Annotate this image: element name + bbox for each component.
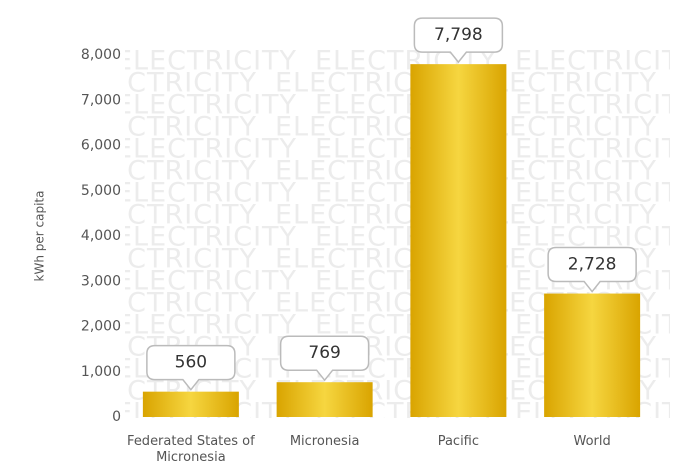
y-axis-label: kWh per capita	[33, 191, 47, 282]
watermark-text: ELECTRICITY	[515, 134, 692, 165]
watermark-text: ELECTRICITY	[75, 68, 257, 99]
watermark-text: ELECTRICITY	[115, 134, 297, 165]
watermark-text: ELECTRICITY	[115, 46, 297, 77]
value-label: 769	[308, 343, 340, 363]
y-tick-label: 6,000	[81, 138, 121, 154]
value-label: 7,798	[434, 25, 483, 45]
callout-bubble	[413, 17, 504, 64]
watermark-text: ELECTRICITY	[75, 112, 257, 143]
x-tick-label: Micronesia	[289, 434, 360, 449]
value-label: 560	[175, 353, 207, 373]
watermark-text: ELECTRICITY	[75, 244, 257, 275]
bar	[410, 64, 507, 417]
watermark-text: ELECTRICITY	[515, 90, 692, 121]
callout-bubble	[279, 335, 370, 382]
y-tick-label: 8,000	[81, 47, 121, 63]
y-tick-label: 2,000	[81, 319, 121, 335]
callout-bubble	[146, 344, 236, 391]
watermark-text: ELECTRICITY	[75, 200, 257, 231]
watermark-text: ELECTRICITY	[515, 46, 692, 77]
bar	[142, 391, 239, 417]
watermark-text: ELECTRICITY	[515, 178, 692, 209]
watermark-text: ELECTRICITY	[75, 156, 257, 187]
x-tick-label: Federated States of Micronesia	[127, 434, 255, 465]
y-tick-label: 4,000	[81, 228, 121, 244]
bar	[276, 382, 373, 417]
watermark-text: ELECTRICITY	[75, 288, 257, 319]
x-tick-label: Pacific	[437, 434, 480, 449]
y-tick-label: 7,000	[81, 92, 121, 108]
y-tick-label: 5,000	[81, 183, 121, 199]
y-tick-label: 3,000	[81, 273, 121, 289]
watermark-text: ELECTRICITY	[115, 266, 297, 297]
watermark-text: ELECTRICITY	[115, 90, 297, 121]
value-label: 2,728	[568, 255, 617, 275]
watermark-text: ELECTRICITY	[115, 310, 297, 341]
bar	[544, 293, 641, 417]
y-tick-label: 1,000	[81, 364, 121, 380]
watermark-text: ELECTRICITY	[115, 178, 297, 209]
x-tick-label: World	[573, 434, 611, 449]
callout-bubble	[547, 246, 637, 293]
watermark-text: ELECTRICITY	[115, 222, 297, 253]
y-tick-label: 0	[112, 409, 121, 425]
